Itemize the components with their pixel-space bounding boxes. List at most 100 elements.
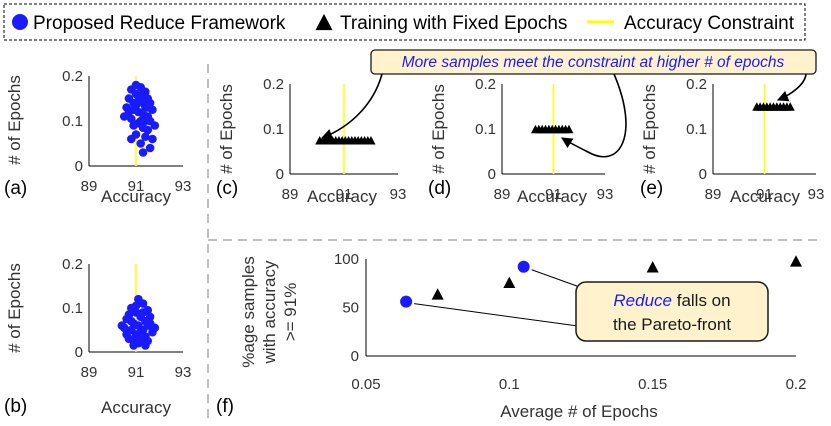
chart-panel: 0 0.1 0.2 89 91 93 Accuracy # of Epochs (c) [216,76,406,206]
y-tick-label: 0.1 [475,121,496,138]
callout-text-line2: the Pareto-front [613,315,731,334]
data-point [785,102,795,111]
chart-panel: 0 0.1 0.2 89 91 93 Accuracy # of Epochs (d) [428,76,613,206]
data-point [141,341,150,350]
y-axis-label: # of Epochs [217,84,236,174]
data-point [143,125,153,135]
y-axis-label: # of Epochs [5,263,24,353]
y-tick-label: 0 [699,166,707,183]
y-tick-label: 0.2 [62,68,83,85]
data-point [431,288,444,300]
x-tick-label: 89 [494,186,511,203]
data-point [141,132,150,142]
y-axis-label-line: with accuracy [260,260,279,364]
y-tick-label: 0.2 [62,256,83,273]
data-point [136,139,145,148]
panel-tag: (f) [216,396,234,417]
x-tick-label: 91 [128,178,145,195]
data-point [134,118,143,128]
x-axis-label: Accuracy [101,187,171,206]
callout-text-line1: Reduce falls on [613,291,730,310]
x-tick-label: 0.2 [786,376,807,393]
y-axis-label-line: >= 91% [281,283,300,342]
callout-emphasis: Reduce [613,291,672,310]
x-axis-label: Accuracy [517,187,587,206]
x-tick-label: 89 [81,178,98,195]
connector-line [414,303,579,327]
data-point [131,301,141,311]
x-tick-label: 89 [705,186,722,203]
data-point [400,295,413,308]
y-tick-label: 50 [342,300,359,317]
legend-label-fixed: Training with Fixed Epochs [340,13,567,34]
data-point [127,114,136,124]
x-axis-label: Accuracy [101,398,171,417]
data-point [129,341,138,350]
y-tick-label: 0 [276,166,284,183]
arrow-to-d [561,73,627,158]
data-point [131,89,141,99]
x-tick-label: 93 [808,186,825,203]
panel-tag: (d) [428,178,451,199]
data-point [127,316,136,326]
x-axis-label: Average # of Epochs [500,402,658,421]
data-point [138,308,148,317]
legend-triangle-icon [315,13,333,31]
panel-tag: (a) [4,178,27,199]
legend-box [3,3,806,41]
y-axis-label: %age samples with accuracy >= 91% [239,256,300,368]
x-tick-label: 91 [756,186,773,203]
arrow-to-c [320,73,383,140]
data-point [145,319,155,328]
data-point [141,116,150,126]
x-tick-label: 93 [175,178,192,195]
x-tick-label: 93 [175,364,192,381]
data-point [564,124,574,134]
data-point [138,299,148,308]
data-point [517,260,530,273]
data-point [119,112,129,121]
data-point [503,276,516,288]
y-tick-label: 0.1 [62,113,83,130]
y-tick-label: 0 [488,166,496,183]
arrow-to-e [776,73,807,102]
legend-circle-icon [12,14,28,30]
y-tick-label: 0.2 [263,76,284,93]
y-tick-label: 100 [334,251,359,268]
y-axis-label: # of Epochs [429,84,448,174]
x-tick-label: 0.15 [638,376,667,393]
panel-tag: (b) [4,396,27,417]
x-tick-label: 93 [597,186,614,203]
y-tick-label: 0.2 [475,76,496,93]
y-tick-label: 0.1 [686,121,707,138]
y-axis-label: # of Epochs [640,84,659,174]
data-point [117,321,127,330]
x-tick-label: 93 [390,186,407,203]
data-point [366,135,376,145]
panel-tag: (e) [640,178,663,199]
callout-top: More samples meet the constraint at high… [320,49,817,158]
panel-tag: (c) [216,178,238,199]
y-tick-label: 0 [75,158,83,175]
x-tick-label: 91 [128,364,145,381]
x-tick-label: 91 [545,186,562,203]
data-point [145,143,155,153]
chart-panel-f: 0 50 100 0.05 0.1 0.15 0.2 Average # of Epochs%… [216,251,806,421]
x-tick-label: 91 [336,186,353,203]
x-tick-label: 0.1 [499,376,520,393]
x-tick-label: 89 [282,186,299,203]
callout-box [575,281,769,342]
y-tick-label: 0.1 [62,300,83,317]
data-point [138,148,148,157]
callout-bottom: Reduce falls on the Pareto-front [414,269,769,342]
y-tick-label: 0 [75,344,83,361]
legend-label-reduce: Proposed Reduce Framework [33,13,286,34]
y-axis-label-line: %age samples [239,256,258,368]
data-point [790,255,802,267]
x-tick-label: 0.05 [351,376,380,393]
y-tick-label: 0.1 [263,121,284,138]
legend-label-constraint: Accuracy Constraint [624,13,795,34]
